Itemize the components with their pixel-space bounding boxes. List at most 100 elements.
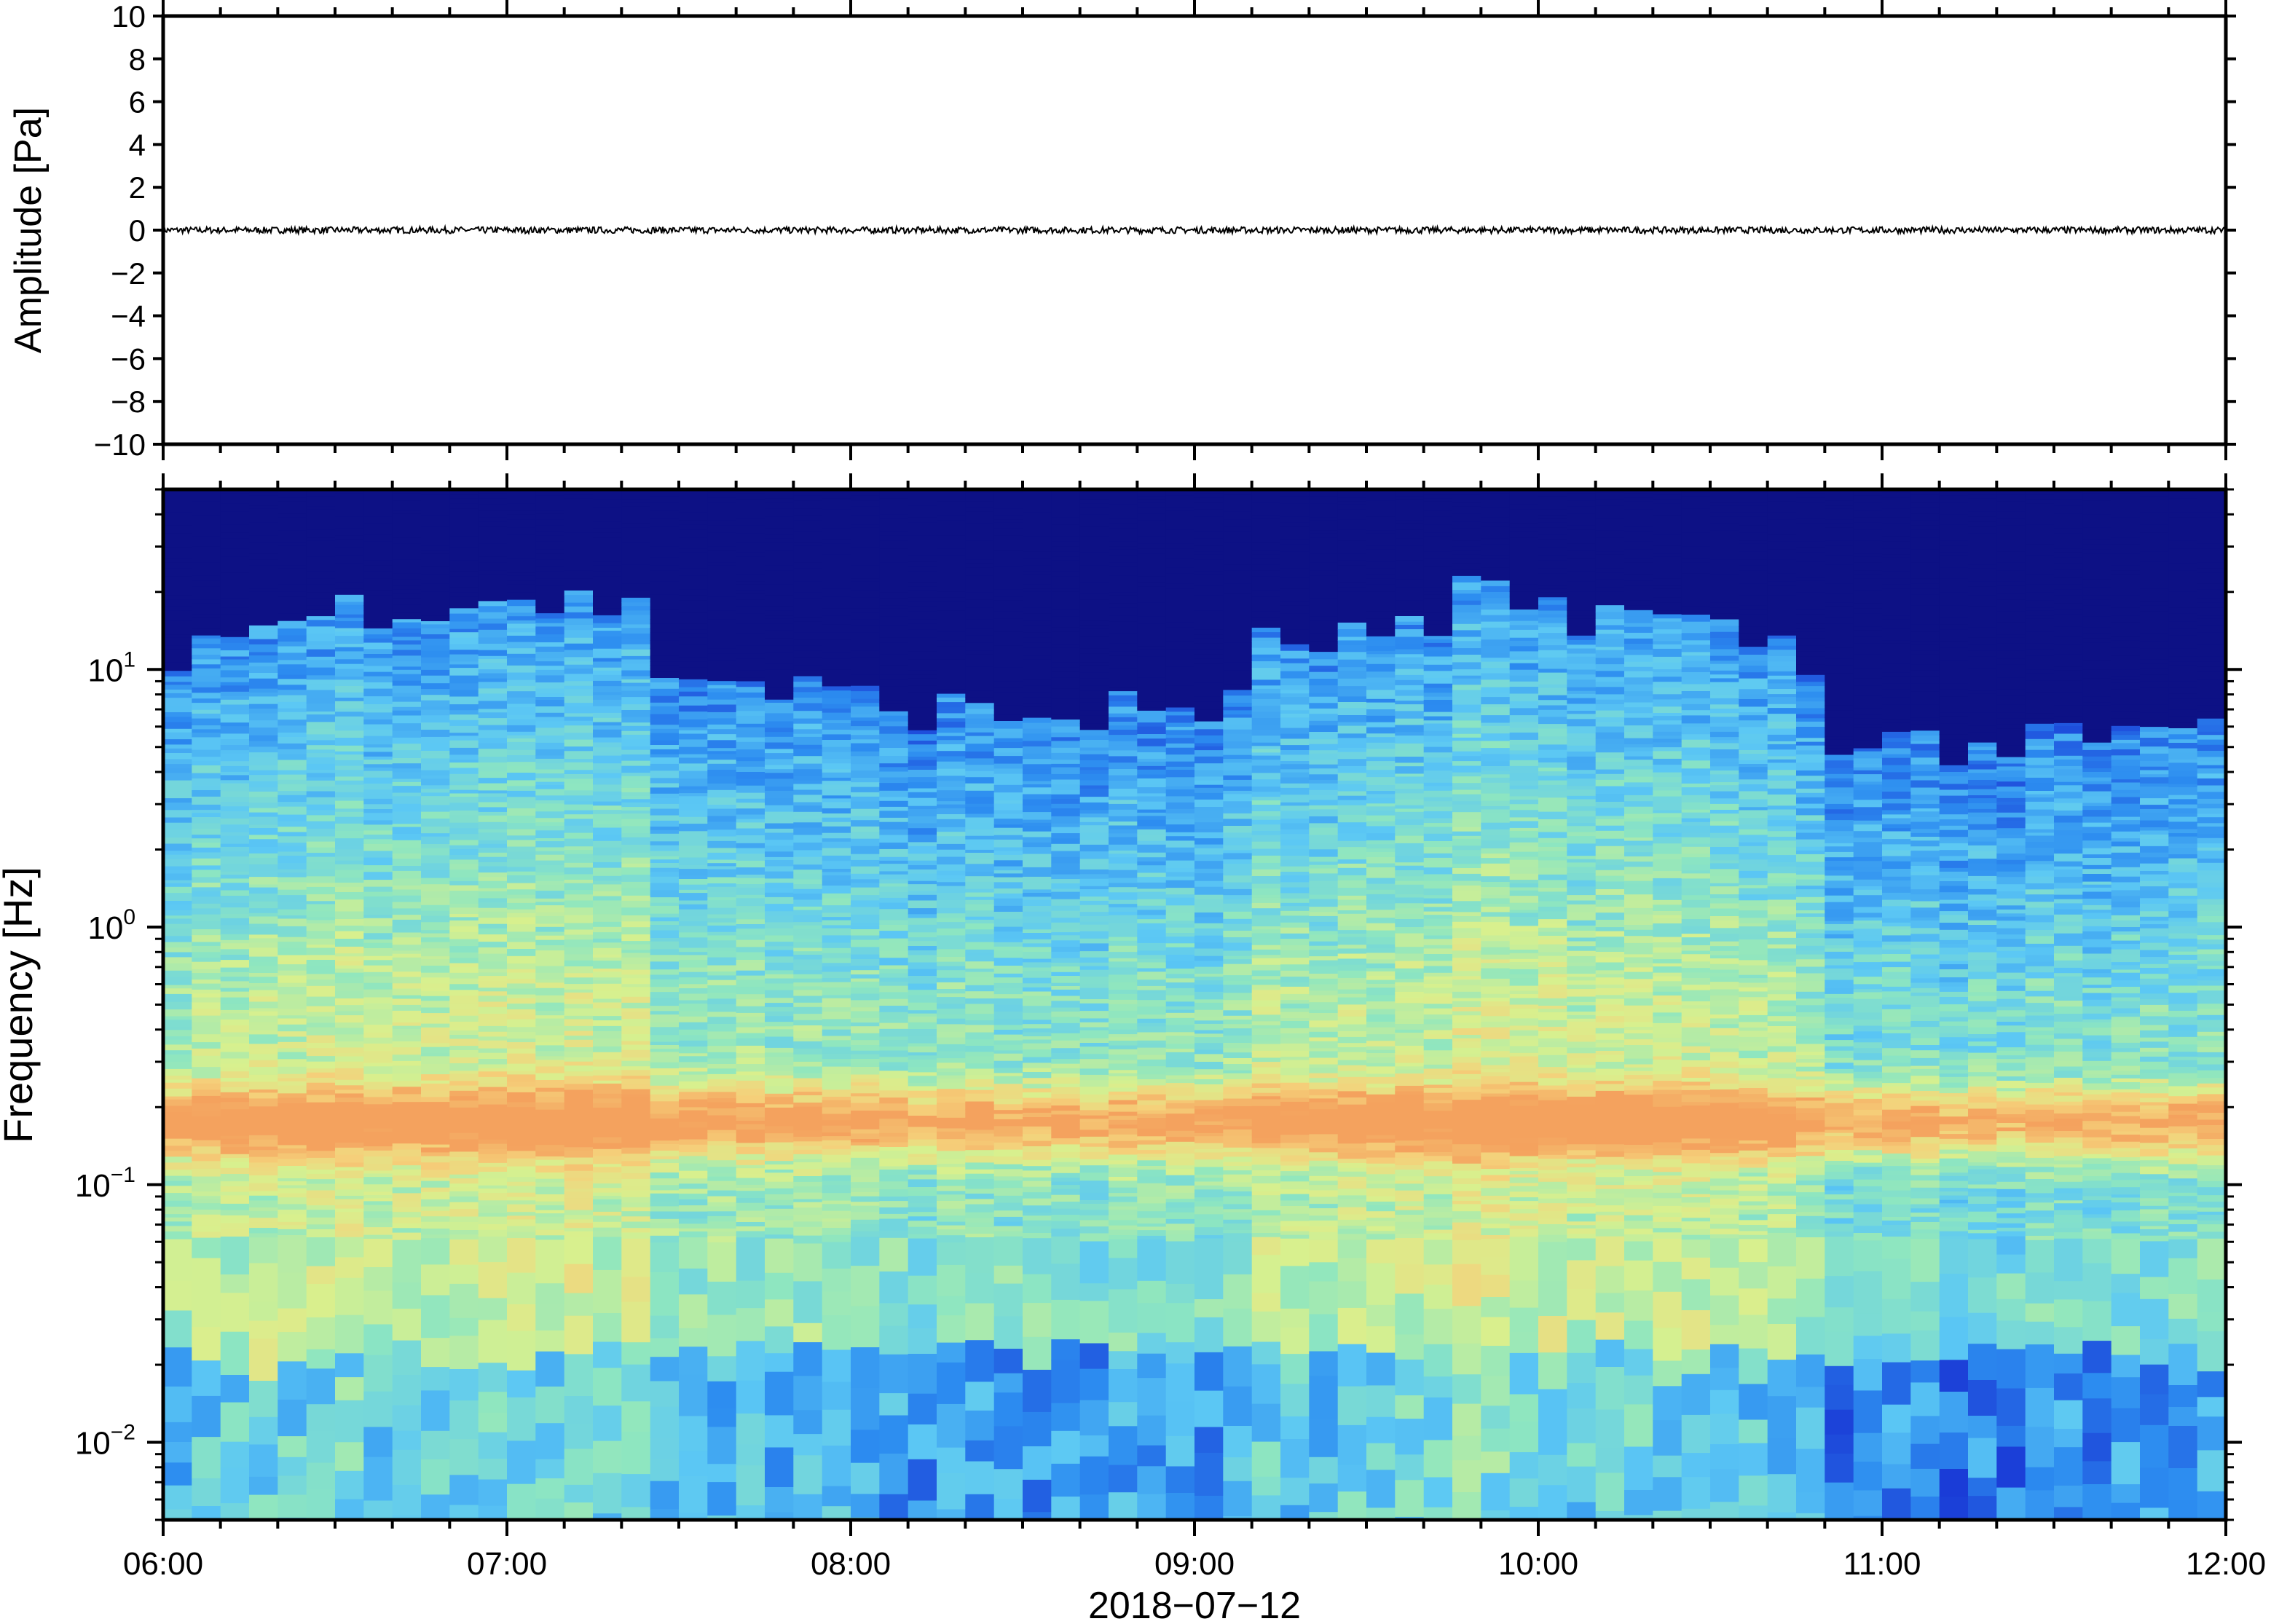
spectrogram-cell bbox=[564, 1076, 594, 1084]
spectrogram-cell bbox=[1079, 797, 1109, 803]
spectrogram-cell bbox=[192, 1258, 221, 1294]
spectrogram-cell bbox=[535, 795, 565, 801]
spectrogram-cell bbox=[793, 718, 823, 725]
spectrogram-cell bbox=[220, 981, 250, 989]
spectrogram-cell bbox=[851, 743, 880, 749]
spectrogram-cell bbox=[937, 591, 966, 598]
spectrogram-cell bbox=[163, 1206, 192, 1211]
spectrogram-cell bbox=[793, 1281, 823, 1324]
spectrogram-cell bbox=[278, 613, 307, 622]
spectrogram-cell bbox=[822, 795, 851, 799]
spectrogram-cell bbox=[249, 916, 278, 924]
spectrogram-cell bbox=[765, 970, 794, 975]
spectrogram-cell bbox=[1023, 753, 1052, 760]
spectrogram-cell bbox=[1079, 1186, 1109, 1194]
spectrogram-cell bbox=[478, 1158, 508, 1164]
spectrogram-cell bbox=[707, 492, 737, 498]
spectrogram-cell bbox=[593, 1205, 622, 1213]
spectrogram-cell bbox=[908, 1518, 937, 1520]
spectrogram-cell bbox=[363, 494, 393, 502]
spectrogram-cell bbox=[679, 1127, 708, 1133]
spectrogram-cell bbox=[593, 1031, 622, 1039]
spectrogram-cell bbox=[993, 618, 1023, 625]
spectrogram-cell bbox=[220, 1274, 250, 1293]
spectrogram-cell bbox=[679, 746, 708, 755]
spectrogram-cell bbox=[192, 737, 221, 744]
spectrogram-cell bbox=[249, 508, 278, 513]
spectrogram-cell bbox=[163, 666, 192, 671]
spectrogram-cell bbox=[449, 828, 479, 835]
spectrogram-cell bbox=[278, 863, 307, 870]
spectrogram-cell bbox=[965, 1032, 995, 1040]
spectrogram-cell bbox=[392, 1228, 422, 1234]
spectrogram-cell bbox=[736, 1173, 765, 1178]
spectrogram-cell bbox=[478, 793, 508, 797]
spectrogram-cell bbox=[736, 1124, 765, 1130]
spectrogram-cell bbox=[278, 765, 307, 771]
spectrogram-cell bbox=[765, 556, 794, 562]
spectrogram-cell bbox=[192, 1210, 221, 1215]
spectrogram-cell bbox=[392, 559, 422, 569]
spectrogram-cell bbox=[363, 560, 393, 567]
spectrogram-cell bbox=[163, 1422, 192, 1443]
spectrogram-cell bbox=[306, 1022, 336, 1028]
spectrogram-cell bbox=[1051, 1185, 1081, 1190]
spectrogram-cell bbox=[478, 682, 508, 689]
spectrogram-cell bbox=[421, 1013, 450, 1017]
spectrogram-cell bbox=[822, 734, 851, 741]
spectrogram-cell bbox=[765, 779, 794, 787]
spectrogram-cell bbox=[765, 1093, 794, 1097]
spectrogram-cell bbox=[593, 521, 622, 529]
spectrogram-cell bbox=[593, 651, 622, 659]
spectrogram-cell bbox=[793, 1141, 823, 1146]
spectrogram-cell bbox=[1079, 810, 1109, 814]
spectrogram-cell bbox=[851, 565, 880, 569]
spectrogram-cell bbox=[421, 878, 450, 885]
spectrogram-cell bbox=[1051, 530, 1081, 537]
spectrogram-cell bbox=[765, 1194, 794, 1201]
spectrogram-cell bbox=[793, 879, 823, 885]
spectrogram-cell bbox=[363, 1191, 393, 1196]
spectrogram-cell bbox=[621, 725, 651, 732]
spectrogram-cell bbox=[793, 894, 823, 901]
spectrogram-cell bbox=[593, 583, 622, 591]
spectrogram-cell bbox=[421, 639, 450, 646]
spectrogram-cell bbox=[535, 652, 565, 659]
spectrogram-cell bbox=[621, 527, 651, 536]
spectrogram-cell bbox=[535, 591, 565, 597]
spectrogram-cell bbox=[363, 712, 393, 720]
spectrogram-cell bbox=[593, 596, 622, 604]
spectrogram-cell bbox=[793, 811, 823, 816]
spectrogram-cell bbox=[220, 1102, 250, 1110]
spectrogram-cell bbox=[564, 867, 594, 875]
spectrogram-cell bbox=[679, 1268, 708, 1295]
spectrogram-cell bbox=[421, 1216, 450, 1223]
spectrogram-cell bbox=[220, 1067, 250, 1072]
spectrogram-cell bbox=[363, 502, 393, 507]
spectrogram-cell bbox=[507, 1042, 536, 1049]
spectrogram-cell bbox=[765, 1161, 794, 1165]
spectrogram-cell bbox=[993, 966, 1023, 974]
spectrogram-cell bbox=[993, 1040, 1023, 1046]
spectrogram-cell bbox=[449, 1264, 479, 1285]
spectrogram-cell bbox=[278, 669, 307, 676]
spectrogram-cell bbox=[163, 634, 192, 639]
spectrogram-cell bbox=[163, 512, 192, 520]
spectrogram-cell bbox=[965, 1105, 995, 1111]
spectrogram-cell bbox=[249, 1175, 278, 1184]
spectrogram-cell bbox=[851, 929, 880, 937]
spectrogram-cell bbox=[736, 584, 765, 591]
spectrogram-cell bbox=[192, 887, 221, 892]
spectrogram-cell bbox=[793, 856, 823, 865]
spectrogram-cell bbox=[163, 620, 192, 628]
spectrogram-cell bbox=[593, 755, 622, 764]
spectrogram-cell bbox=[851, 1212, 880, 1221]
spectrogram-cell bbox=[679, 612, 708, 618]
spectrogram-cell bbox=[1023, 679, 1052, 686]
spectrogram-cell bbox=[306, 749, 336, 754]
spectrogram-cell bbox=[507, 612, 536, 617]
spectrogram-cell bbox=[736, 1033, 765, 1039]
spectrogram-cell bbox=[822, 580, 851, 587]
spectrogram-cell bbox=[765, 990, 794, 998]
spectrogram-cell bbox=[192, 1140, 221, 1147]
